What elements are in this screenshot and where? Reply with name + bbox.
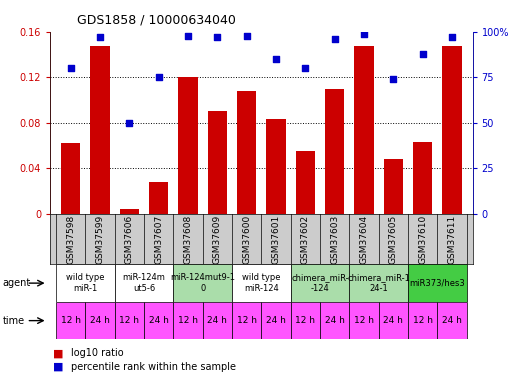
Bar	[237, 91, 256, 214]
Text: GSM37609: GSM37609	[213, 214, 222, 264]
Point	[448, 34, 456, 40]
Text: 24 h: 24 h	[442, 316, 462, 325]
Point	[67, 65, 75, 71]
Bar	[90, 45, 110, 214]
Bar	[120, 209, 139, 214]
Bar	[56, 302, 86, 339]
Text: miR-124m
ut5-6: miR-124m ut5-6	[122, 273, 165, 293]
Text: GDS1858 / 10000634040: GDS1858 / 10000634040	[77, 13, 235, 26]
Point	[272, 56, 280, 62]
Bar	[178, 77, 197, 214]
Bar	[144, 302, 173, 339]
Text: 24 h: 24 h	[266, 316, 286, 325]
Bar	[86, 302, 115, 339]
Text: GSM37599: GSM37599	[96, 214, 105, 264]
Text: ■: ■	[53, 362, 63, 372]
Text: GSM37604: GSM37604	[360, 214, 369, 264]
Text: chimera_miR-
-124: chimera_miR- -124	[291, 273, 349, 293]
Bar	[261, 302, 291, 339]
Text: wild type
miR-124: wild type miR-124	[242, 273, 280, 293]
Text: 12 h: 12 h	[354, 316, 374, 325]
Bar	[408, 264, 467, 302]
Bar	[173, 302, 203, 339]
Point	[155, 74, 163, 80]
Bar	[296, 151, 315, 214]
Text: 12 h: 12 h	[295, 316, 315, 325]
Text: ■: ■	[53, 348, 63, 358]
Bar	[61, 143, 80, 214]
Text: miR373/hes3: miR373/hes3	[410, 279, 465, 288]
Text: 24 h: 24 h	[90, 316, 110, 325]
Text: GSM37598: GSM37598	[66, 214, 75, 264]
Text: GSM37603: GSM37603	[330, 214, 339, 264]
Text: GSM37600: GSM37600	[242, 214, 251, 264]
Point	[242, 33, 251, 39]
Bar	[350, 264, 408, 302]
Text: GSM37608: GSM37608	[184, 214, 193, 264]
Bar	[291, 302, 320, 339]
Bar	[208, 111, 227, 214]
Bar	[354, 45, 373, 214]
Bar	[291, 264, 350, 302]
Text: wild type
miR-1: wild type miR-1	[66, 273, 105, 293]
Text: 24 h: 24 h	[383, 316, 403, 325]
Bar	[325, 89, 344, 214]
Text: GSM37601: GSM37601	[271, 214, 280, 264]
Text: GSM37611: GSM37611	[448, 214, 457, 264]
Point	[213, 34, 222, 40]
Bar	[56, 264, 115, 302]
Bar	[408, 302, 437, 339]
Point	[96, 34, 104, 40]
Point	[419, 51, 427, 57]
Text: 24 h: 24 h	[325, 316, 345, 325]
Text: 12 h: 12 h	[413, 316, 432, 325]
Bar	[267, 119, 286, 214]
Text: time: time	[3, 316, 25, 326]
Text: 24 h: 24 h	[208, 316, 227, 325]
Bar	[149, 182, 168, 214]
Text: GSM37607: GSM37607	[154, 214, 163, 264]
Text: 12 h: 12 h	[61, 316, 81, 325]
Point	[360, 31, 368, 37]
Text: agent: agent	[3, 278, 31, 288]
Bar	[442, 45, 461, 214]
Bar	[115, 302, 144, 339]
Bar	[203, 302, 232, 339]
Bar	[232, 302, 261, 339]
Point	[184, 33, 192, 39]
Bar	[437, 302, 467, 339]
Text: GSM37605: GSM37605	[389, 214, 398, 264]
Text: chimera_miR-1
24-1: chimera_miR-1 24-1	[347, 273, 410, 293]
Bar	[413, 142, 432, 214]
Bar	[232, 264, 291, 302]
Text: 24 h: 24 h	[149, 316, 168, 325]
Text: GSM37610: GSM37610	[418, 214, 427, 264]
Bar	[173, 264, 232, 302]
Text: GSM37602: GSM37602	[301, 214, 310, 264]
Bar	[379, 302, 408, 339]
Bar	[320, 302, 350, 339]
Point	[331, 36, 339, 42]
Text: percentile rank within the sample: percentile rank within the sample	[71, 362, 237, 372]
Text: log10 ratio: log10 ratio	[71, 348, 124, 358]
Text: miR-124mut9-1
0: miR-124mut9-1 0	[170, 273, 235, 293]
Text: 12 h: 12 h	[178, 316, 198, 325]
Point	[389, 76, 398, 82]
Bar	[350, 302, 379, 339]
Point	[301, 65, 309, 71]
Text: 12 h: 12 h	[119, 316, 139, 325]
Bar	[115, 264, 173, 302]
Bar	[384, 159, 403, 214]
Text: GSM37606: GSM37606	[125, 214, 134, 264]
Text: 12 h: 12 h	[237, 316, 257, 325]
Point	[125, 120, 134, 126]
